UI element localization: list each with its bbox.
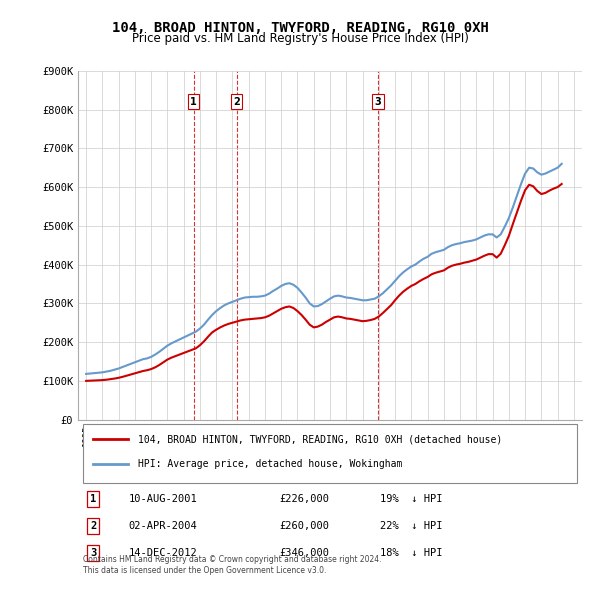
Text: 10-AUG-2001: 10-AUG-2001 bbox=[128, 494, 197, 504]
Text: 18%  ↓ HPI: 18% ↓ HPI bbox=[380, 548, 443, 558]
Text: £260,000: £260,000 bbox=[280, 521, 329, 531]
Text: 22%  ↓ HPI: 22% ↓ HPI bbox=[380, 521, 443, 531]
Text: 1: 1 bbox=[90, 494, 96, 504]
Text: 2: 2 bbox=[90, 521, 96, 531]
FancyBboxPatch shape bbox=[83, 424, 577, 483]
Text: £346,000: £346,000 bbox=[280, 548, 329, 558]
Text: HPI: Average price, detached house, Wokingham: HPI: Average price, detached house, Woki… bbox=[139, 459, 403, 469]
Text: 104, BROAD HINTON, TWYFORD, READING, RG10 0XH (detached house): 104, BROAD HINTON, TWYFORD, READING, RG1… bbox=[139, 434, 503, 444]
Text: 02-APR-2004: 02-APR-2004 bbox=[128, 521, 197, 531]
Text: 3: 3 bbox=[375, 97, 382, 107]
Text: 19%  ↓ HPI: 19% ↓ HPI bbox=[380, 494, 443, 504]
Text: Contains HM Land Registry data © Crown copyright and database right 2024.: Contains HM Land Registry data © Crown c… bbox=[83, 555, 382, 564]
Text: 1: 1 bbox=[190, 97, 197, 107]
Text: 104, BROAD HINTON, TWYFORD, READING, RG10 0XH: 104, BROAD HINTON, TWYFORD, READING, RG1… bbox=[112, 21, 488, 35]
Text: £226,000: £226,000 bbox=[280, 494, 329, 504]
Text: 14-DEC-2012: 14-DEC-2012 bbox=[128, 548, 197, 558]
Text: 3: 3 bbox=[90, 548, 96, 558]
Text: Price paid vs. HM Land Registry's House Price Index (HPI): Price paid vs. HM Land Registry's House … bbox=[131, 32, 469, 45]
Text: 2: 2 bbox=[233, 97, 240, 107]
Text: This data is licensed under the Open Government Licence v3.0.: This data is licensed under the Open Gov… bbox=[83, 566, 326, 575]
